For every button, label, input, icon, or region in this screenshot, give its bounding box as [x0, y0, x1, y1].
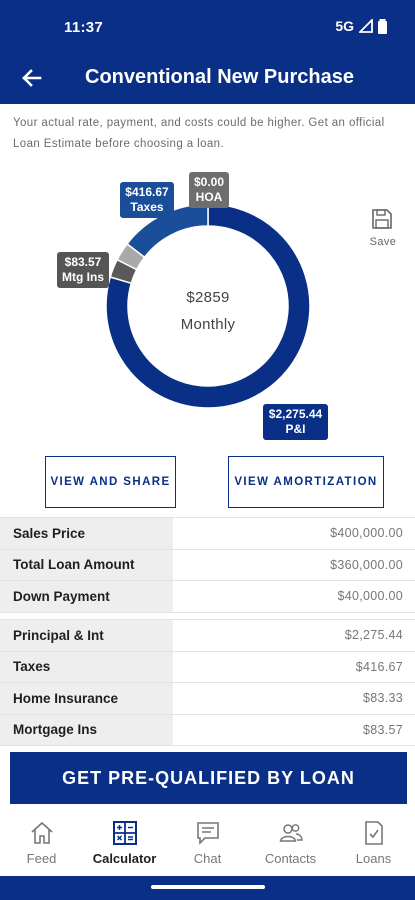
back-arrow-icon[interactable]	[18, 64, 46, 92]
row-value: $40,000.00	[337, 589, 403, 604]
row-label: Total Loan Amount	[0, 549, 173, 580]
page-title: Conventional New Purchase	[85, 66, 354, 88]
payment-breakdown-chart: $2859 Monthly $416.67 Taxes $0.00 HOA $8…	[0, 168, 415, 448]
taxes-amount: $416.67	[125, 185, 169, 199]
nav-item-calculator[interactable]: Calculator	[83, 810, 166, 876]
row-label: Taxes	[0, 651, 173, 682]
nav-item-contacts[interactable]: Contacts	[249, 810, 332, 876]
nav-item-feed[interactable]: Feed	[0, 810, 83, 876]
mtg-ins-tag: $83.57 Mtg Ins	[57, 252, 109, 288]
table-row: Total Loan Amount $360,000.00	[0, 549, 415, 581]
row-value: $400,000.00	[330, 526, 403, 541]
nav-item-loans[interactable]: Loans	[332, 810, 415, 876]
disclaimer-text: Your actual rate, payment, and costs cou…	[13, 117, 385, 150]
table-row: Sales Price $400,000.00	[0, 518, 415, 550]
donut-chart	[105, 203, 311, 409]
battery-icon	[378, 18, 387, 34]
hoa-amount: $0.00	[193, 175, 225, 189]
save-label[interactable]: Save	[369, 236, 397, 248]
contacts-icon	[279, 824, 303, 842]
mtg-ins-label: Mtg Ins	[62, 270, 104, 284]
table-row: Down Payment $40,000.00	[0, 581, 415, 613]
nav-label: Calculator	[92, 851, 157, 866]
table-row: Mortgage Ins $83.57	[0, 714, 415, 746]
hoa-tag: $0.00 HOA	[189, 172, 229, 208]
nav-label: Chat	[193, 851, 222, 866]
gesture-handle[interactable]	[151, 885, 265, 889]
center-amount: $2859	[186, 289, 230, 306]
loans-icon	[364, 821, 383, 845]
row-value: $2,275.44	[344, 628, 403, 643]
pi-amount: $2,275.44	[268, 407, 323, 421]
table-row: Taxes $416.67	[0, 651, 415, 683]
row-value: $83.57	[362, 722, 403, 737]
nav-item-chat[interactable]: Chat	[166, 810, 249, 876]
pi-tag: $2,275.44 P&I	[263, 404, 328, 440]
calculator-icon	[112, 821, 137, 845]
bottom-navigation: Feed Calculator Chat Contacts Loans	[0, 810, 415, 876]
get-pre-qualified-button[interactable]: GET PRE-QUALIFIED BY LOAN	[10, 752, 407, 804]
row-label: Principal & Int	[0, 620, 173, 651]
taxes-label: Taxes	[130, 200, 164, 214]
center-label: Monthly	[180, 316, 236, 333]
save-icon[interactable]	[371, 208, 393, 230]
table-row: Principal & Int $2,275.44	[0, 620, 415, 652]
status-time: 11:37	[64, 19, 104, 36]
taxes-tag: $416.67 Taxes	[120, 182, 174, 218]
view-amortization-button[interactable]: VIEW AMORTIZATION	[228, 456, 384, 508]
hoa-label: HOA	[195, 190, 223, 204]
row-label: Down Payment	[0, 581, 173, 612]
table-row: Home Insurance $83.33	[0, 683, 415, 715]
home-icon	[30, 821, 53, 844]
app-bar: Conventional New Purchase	[0, 56, 415, 104]
payment-breakdown-table: Principal & Int $2,275.44 Taxes $416.67 …	[0, 619, 415, 746]
status-icons: 5G	[335, 18, 387, 34]
nav-label: Contacts	[264, 851, 317, 866]
row-value: $416.67	[355, 659, 403, 674]
row-value: $360,000.00	[330, 557, 403, 572]
pi-label: P&I	[285, 422, 306, 436]
mtg-ins-amount: $83.57	[64, 255, 102, 269]
row-label: Mortgage Ins	[0, 714, 173, 745]
loan-summary-table: Sales Price $400,000.00 Total Loan Amoun…	[0, 517, 415, 613]
nav-label: Feed	[26, 851, 57, 866]
network-label: 5G	[335, 18, 354, 34]
nav-label: Loans	[355, 851, 392, 866]
row-label: Home Insurance	[0, 683, 173, 714]
view-and-share-button[interactable]: VIEW AND SHARE	[45, 456, 176, 508]
signal-icon	[359, 19, 373, 33]
row-value: $83.33	[362, 691, 403, 706]
status-bar: 11:37 5G	[0, 0, 415, 56]
chat-icon	[196, 822, 219, 845]
donut-slice-p-i	[105, 203, 311, 409]
gesture-bar	[0, 876, 415, 900]
row-label: Sales Price	[0, 518, 173, 549]
